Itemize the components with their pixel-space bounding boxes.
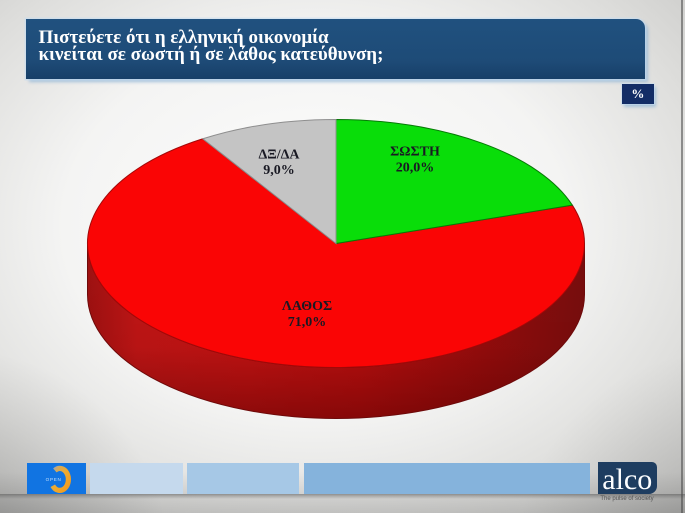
svg-text:OPEN: OPEN [46,477,62,482]
svg-text:ΣΩΣΤΗ: ΣΩΣΤΗ [390,145,440,160]
svg-text:ΔΞ/ΔΑ: ΔΞ/ΔΑ [258,148,300,163]
svg-text:71,0%: 71,0% [288,315,327,330]
svg-text:9,0%: 9,0% [263,163,295,178]
svg-text:20,0%: 20,0% [396,161,435,176]
svg-text:ΛΑΘΟΣ: ΛΑΘΟΣ [282,299,332,314]
